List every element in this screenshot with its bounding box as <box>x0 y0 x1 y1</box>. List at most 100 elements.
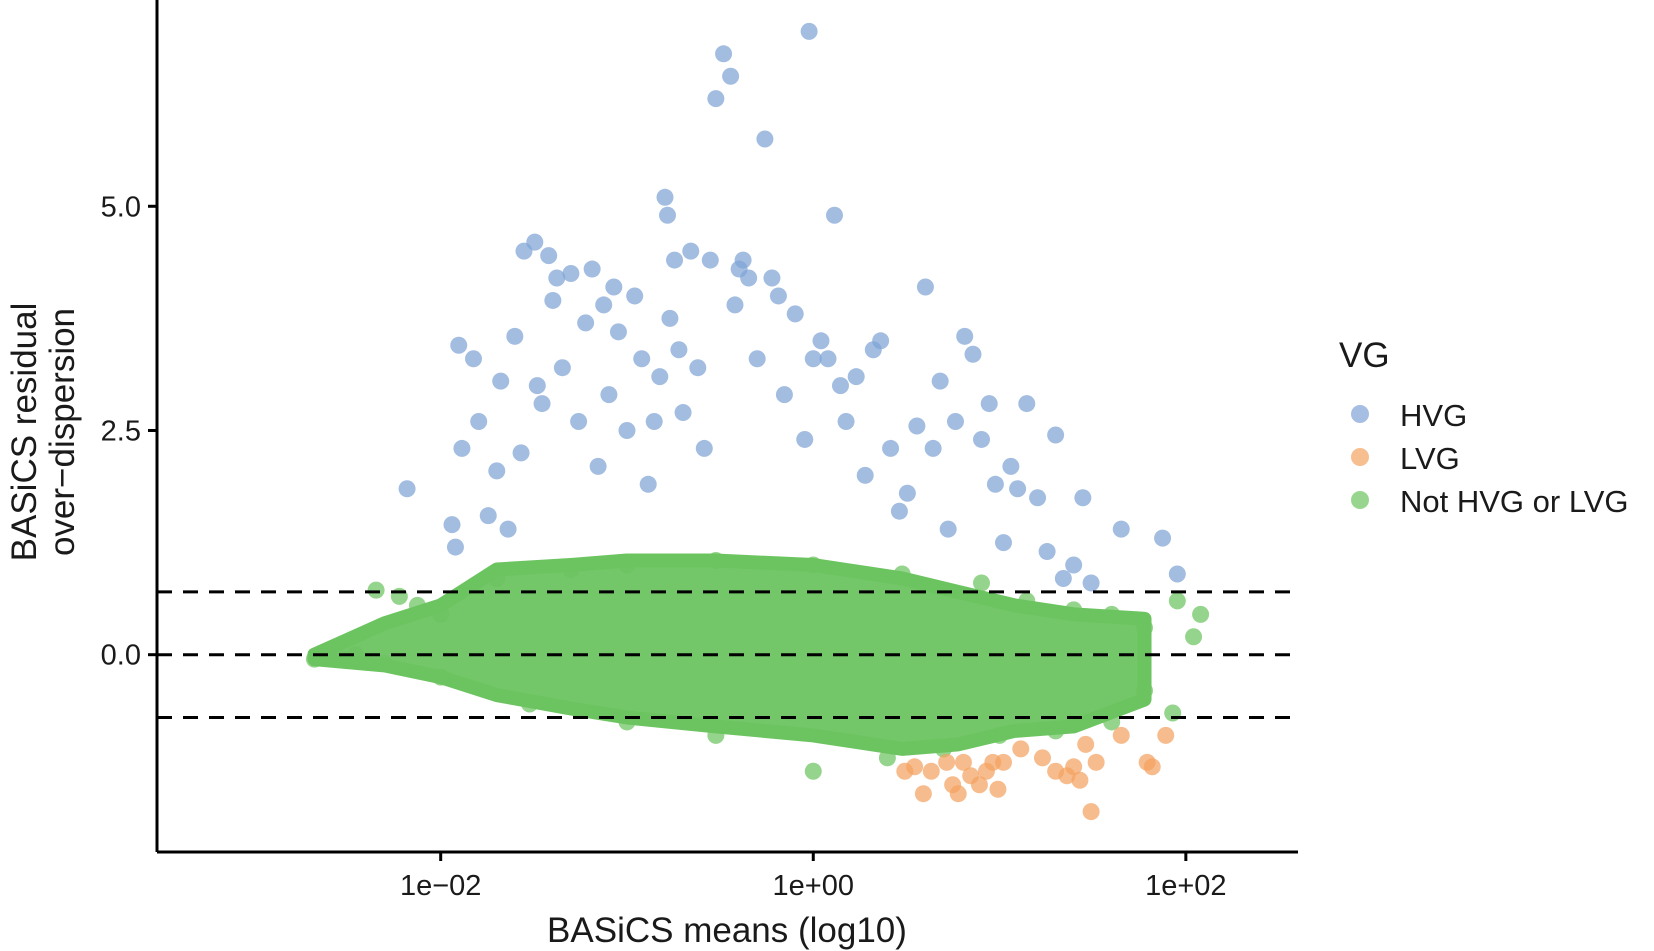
point-hvg <box>769 287 787 305</box>
point-hvg <box>453 439 471 457</box>
legend-label-not-hvg-or-lvg: Not HVG or LVG <box>1400 484 1629 519</box>
axes <box>155 0 1298 854</box>
point-hvg <box>492 372 510 390</box>
legend: VG HVG LVG Not HVG or LVG <box>1339 336 1629 519</box>
x-tick-label: 1e−02 <box>400 870 481 902</box>
point-hvg <box>916 278 934 296</box>
point-not-hvg-or-lvg <box>408 596 426 614</box>
point-hvg <box>995 534 1013 552</box>
point-hvg <box>756 130 774 148</box>
point-hvg <box>695 439 713 457</box>
point-hvg <box>526 233 544 251</box>
y-tick-label: 2.5 <box>101 415 141 447</box>
point-hvg <box>548 269 566 287</box>
point-hvg <box>589 457 607 475</box>
point-hvg <box>734 251 752 269</box>
point-hvg <box>800 22 818 40</box>
point-hvg <box>618 421 636 439</box>
point-hvg <box>583 260 601 278</box>
point-hvg <box>470 413 488 431</box>
point-hvg <box>1002 457 1020 475</box>
point-hvg <box>1009 480 1027 498</box>
point-lvg <box>989 780 1007 798</box>
point-hvg <box>1112 520 1130 538</box>
point-not-hvg-or-lvg <box>1018 592 1036 610</box>
point-hvg <box>446 538 464 556</box>
point-not-hvg-or-lvg <box>432 668 450 686</box>
point-hvg <box>1038 543 1056 561</box>
legend-title: VG <box>1339 336 1390 375</box>
y-tick-label: 0.0 <box>101 640 141 672</box>
point-hvg <box>898 484 916 502</box>
point-hvg <box>1168 565 1186 583</box>
point-hvg <box>1047 426 1065 444</box>
point-hvg <box>1054 569 1072 587</box>
point-hvg <box>689 359 707 377</box>
legend-label-lvg: LVG <box>1400 441 1460 476</box>
point-hvg <box>946 413 964 431</box>
point-hvg <box>980 395 998 413</box>
point-hvg <box>661 309 679 327</box>
point-hvg <box>1154 529 1172 547</box>
legend-label-hvg: HVG <box>1400 398 1467 433</box>
point-hvg <box>488 462 506 480</box>
point-not-hvg-or-lvg <box>1047 722 1065 740</box>
point-lvg <box>1033 749 1051 767</box>
point-not-hvg-or-lvg <box>934 740 952 758</box>
point-hvg <box>763 269 781 287</box>
point-hvg <box>812 332 830 350</box>
point-hvg <box>1074 489 1092 507</box>
point-not-hvg-or-lvg <box>893 565 911 583</box>
point-hvg <box>450 336 468 354</box>
point-hvg <box>398 480 416 498</box>
point-hvg <box>626 287 644 305</box>
point-not-hvg-or-lvg <box>1192 605 1210 623</box>
point-hvg <box>533 395 551 413</box>
point-hvg <box>464 350 482 368</box>
point-hvg <box>512 444 530 462</box>
point-lvg <box>970 776 988 794</box>
point-hvg <box>544 291 562 309</box>
point-hvg <box>499 520 517 538</box>
point-hvg <box>804 350 822 368</box>
point-hvg <box>964 345 982 363</box>
point-hvg <box>831 377 849 395</box>
point-hvg <box>872 332 890 350</box>
point-hvg <box>775 386 793 404</box>
point-lvg <box>1071 771 1089 789</box>
ticks: 1e−02 1e+00 1e+02 0.0 2.5 5.0 <box>101 191 1227 902</box>
point-hvg <box>837 413 855 431</box>
point-hvg <box>740 269 758 287</box>
legend-swatch-lvg <box>1351 448 1369 466</box>
point-not-hvg-or-lvg <box>521 695 539 713</box>
point-hvg <box>553 359 571 377</box>
y-tick-label: 5.0 <box>101 191 141 223</box>
point-hvg <box>595 296 613 314</box>
point-not-hvg-or-lvg <box>1136 682 1154 700</box>
point-hvg <box>600 386 618 404</box>
plot-area <box>305 22 1210 821</box>
legend-swatch-hvg <box>1351 405 1369 423</box>
point-hvg <box>701 251 719 269</box>
point-hvg <box>1029 489 1047 507</box>
point-hvg <box>645 413 663 431</box>
reference-lines <box>157 590 1298 719</box>
point-not-hvg-or-lvg <box>804 556 822 574</box>
point-hvg <box>656 188 674 206</box>
point-lvg <box>1112 726 1130 744</box>
y-axis-label-line-2: over−dispersion <box>43 308 82 556</box>
legend-item-not-hvg-or-lvg: Not HVG or LVG <box>1351 484 1629 519</box>
x-axis-label: BASiCS means (log10) <box>547 911 907 950</box>
point-hvg <box>1018 395 1036 413</box>
point-hvg <box>819 350 837 368</box>
point-hvg <box>609 323 627 341</box>
point-lvg <box>1143 758 1161 776</box>
point-hvg <box>973 430 991 448</box>
point-not-hvg-or-lvg <box>432 605 450 623</box>
point-hvg <box>786 305 804 323</box>
point-lvg <box>906 758 924 776</box>
point-lvg <box>1065 758 1083 776</box>
point-not-hvg-or-lvg <box>1185 628 1203 646</box>
point-hvg <box>931 372 949 390</box>
